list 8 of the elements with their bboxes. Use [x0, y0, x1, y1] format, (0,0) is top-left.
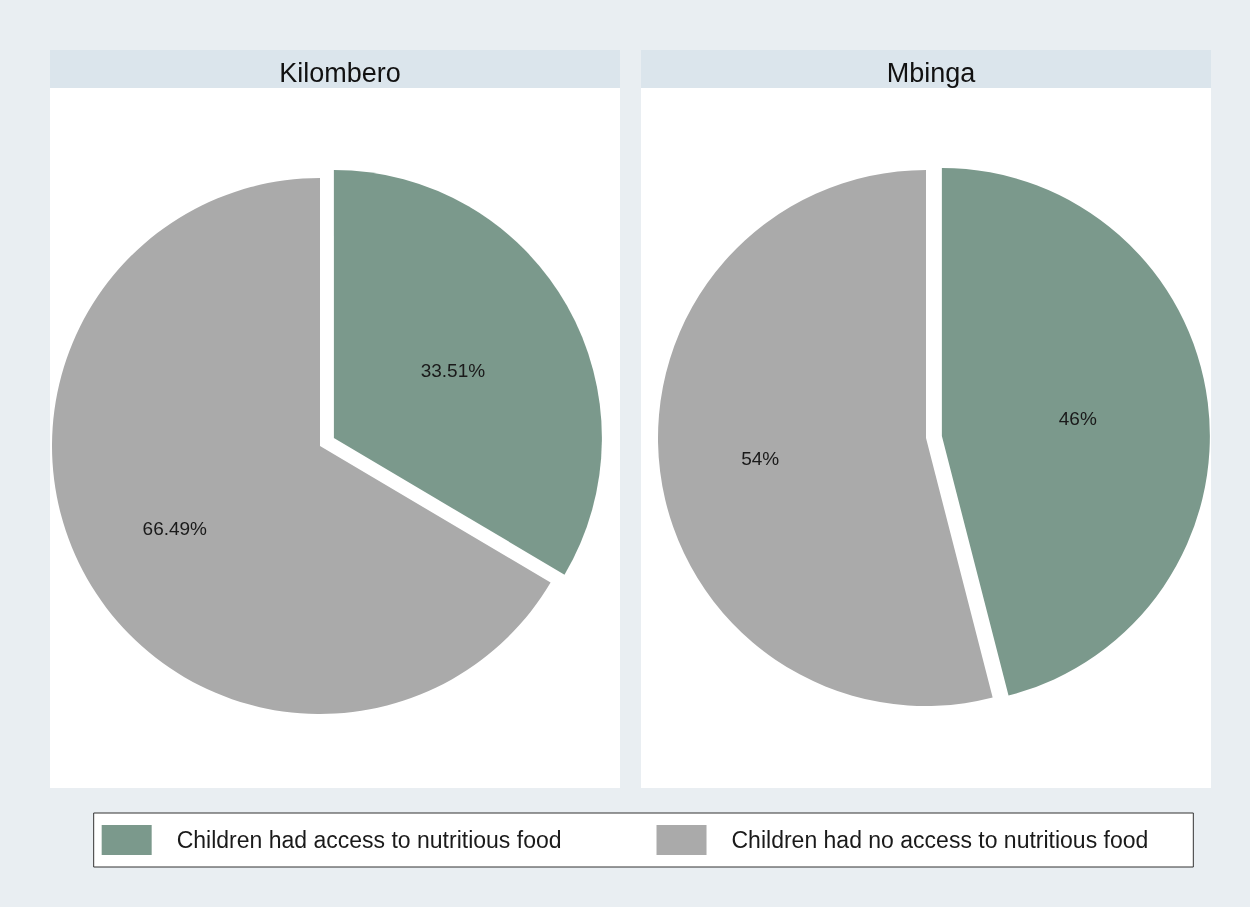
data-label: 46%	[1058, 408, 1097, 430]
chart-title: Mbinga	[886, 57, 977, 88]
legend-label: Children had no access to nutritious food	[731, 827, 1149, 853]
data-label: 66.49%	[142, 518, 208, 540]
data-label: 54%	[741, 448, 780, 470]
chart-title: Kilombero	[279, 57, 401, 88]
legend-label: Children had access to nutritious food	[176, 827, 562, 853]
data-label: 33.51%	[420, 359, 486, 381]
